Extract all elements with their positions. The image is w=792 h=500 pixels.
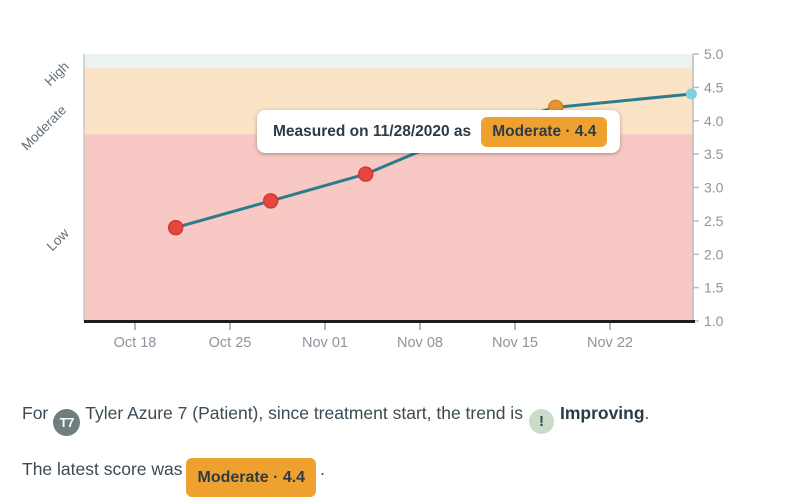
y-tick-label: 1.5: [704, 280, 724, 296]
x-tick-label: Nov 01: [302, 335, 348, 351]
band-high: [84, 54, 693, 68]
data-point[interactable]: [357, 166, 374, 182]
summary-line1-middle: Tyler Azure 7 (Patient), since treatment…: [85, 403, 523, 423]
tooltip-score-badge: Moderate · 4.4: [481, 116, 608, 147]
data-point-latest[interactable]: [685, 88, 697, 100]
band-label-low: Low: [44, 226, 72, 254]
trend-label: Improving: [559, 403, 645, 423]
trend-line: [175, 92, 692, 230]
y-tick-label: 3.0: [704, 180, 724, 196]
summary-line2-prefix: The latest score was: [22, 459, 183, 479]
summary-line1-prefix: For: [22, 403, 49, 423]
summary-text: For T7 Tyler Azure 7 (Patient), since trea…: [22, 400, 772, 497]
y-tick-label: 4.0: [704, 113, 724, 129]
y-tick-label: 1.0: [704, 313, 724, 329]
trend-chart: High Moderate Low 5.0 4.5 4.0 3.5 3.0 2.5 2.0 1.5 1…: [18, 46, 724, 351]
y-tick-label: 5.0: [704, 46, 724, 62]
measurement-tooltip: Measured on 11/28/2020 as Moderate · 4.4: [257, 110, 621, 153]
x-tick-label: Oct 25: [209, 335, 252, 351]
band-label-high: High: [42, 59, 72, 89]
patient-avatar: T7: [53, 409, 81, 436]
band-label-moderate: Moderate: [18, 102, 69, 153]
summary-line1-suffix: .: [644, 403, 650, 423]
summary-line-1: For T7 Tyler Azure 7 (Patient), since trea…: [22, 400, 772, 436]
x-tick-label: Oct 18: [114, 335, 157, 351]
x-tick-label: Nov 15: [492, 335, 538, 351]
y-tick-label: 4.5: [704, 79, 724, 95]
y-tick-label: 3.5: [704, 146, 724, 162]
x-tick-label: Nov 08: [397, 335, 443, 351]
x-axis-line: [84, 320, 695, 323]
tooltip-text: Measured on 11/28/2020 as: [273, 122, 472, 140]
summary-line-2: The latest score was Moderate · 4.4.: [22, 456, 772, 497]
summary-line2-suffix: .: [320, 459, 325, 479]
data-point[interactable]: [262, 193, 279, 209]
latest-score-badge: Moderate · 4.4: [186, 458, 317, 497]
y-tick-label: 2.5: [704, 213, 724, 229]
y-tick-label: 2.0: [704, 246, 724, 262]
data-point[interactable]: [167, 219, 184, 236]
trend-status-icon: !: [528, 409, 554, 434]
x-tick-label: Nov 22: [587, 335, 633, 351]
